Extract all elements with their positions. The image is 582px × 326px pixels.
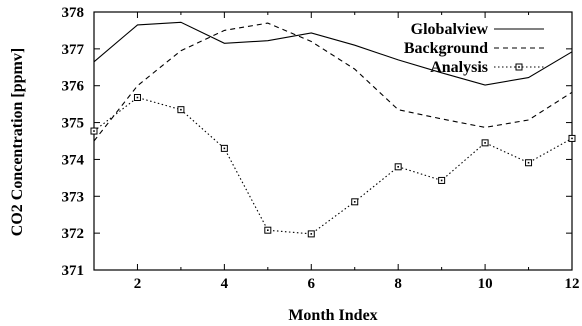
x-tick-label: 2 bbox=[134, 276, 142, 292]
plot-border bbox=[93, 11, 573, 271]
y-tick-label: 378 bbox=[62, 5, 85, 21]
y-tick-label: 373 bbox=[62, 189, 85, 205]
legend-label: Analysis bbox=[430, 59, 488, 76]
series-lines bbox=[90, 21, 576, 238]
y-tick-label: 374 bbox=[62, 152, 85, 168]
data-point-marker-center bbox=[397, 166, 399, 168]
y-tick-label: 376 bbox=[62, 79, 85, 95]
x-tick-labels: 2 4 6 8 10 12 bbox=[134, 276, 580, 292]
x-tick-label: 12 bbox=[565, 276, 580, 292]
data-point-marker-center bbox=[527, 161, 530, 164]
data-point-marker-center bbox=[353, 201, 356, 203]
data-point-marker-center bbox=[223, 147, 226, 150]
data-point-marker-center bbox=[571, 137, 573, 140]
y-tick-label: 377 bbox=[62, 42, 85, 58]
x-tick-label: 6 bbox=[308, 276, 316, 292]
y-tick-label: 375 bbox=[62, 116, 85, 132]
series-line-analysis bbox=[93, 96, 573, 235]
data-point-marker-center bbox=[310, 233, 313, 235]
tick-marks bbox=[93, 11, 573, 271]
x-axis-label: Month Index bbox=[288, 307, 377, 324]
x-tick-label: 8 bbox=[394, 276, 402, 292]
series-line-globalview bbox=[93, 21, 573, 86]
legend-label: Background bbox=[404, 40, 488, 57]
data-point-marker-center bbox=[440, 179, 443, 182]
data-point-marker-center bbox=[93, 130, 95, 132]
legend: Globalview Background Analysis bbox=[404, 21, 544, 76]
plot-frame bbox=[93, 11, 573, 271]
x-tick-label: 4 bbox=[221, 276, 229, 292]
y-axis-label: CO2 Concentration [ppmv] bbox=[9, 48, 26, 236]
data-point-marker-center bbox=[484, 142, 486, 144]
data-point-marker-center bbox=[267, 229, 269, 231]
series-line-background bbox=[93, 22, 573, 142]
legend-sample-marker-center bbox=[518, 66, 520, 68]
legend-label: Globalview bbox=[411, 21, 489, 38]
data-point-marker-center bbox=[136, 96, 139, 99]
data-point-marker-center bbox=[180, 108, 182, 111]
y-tick-labels: 371 372 373 374 375 376 377 378 bbox=[62, 5, 85, 279]
x-tick-label: 10 bbox=[478, 276, 493, 292]
y-tick-label: 372 bbox=[62, 226, 85, 242]
y-tick-label: 371 bbox=[62, 263, 85, 279]
